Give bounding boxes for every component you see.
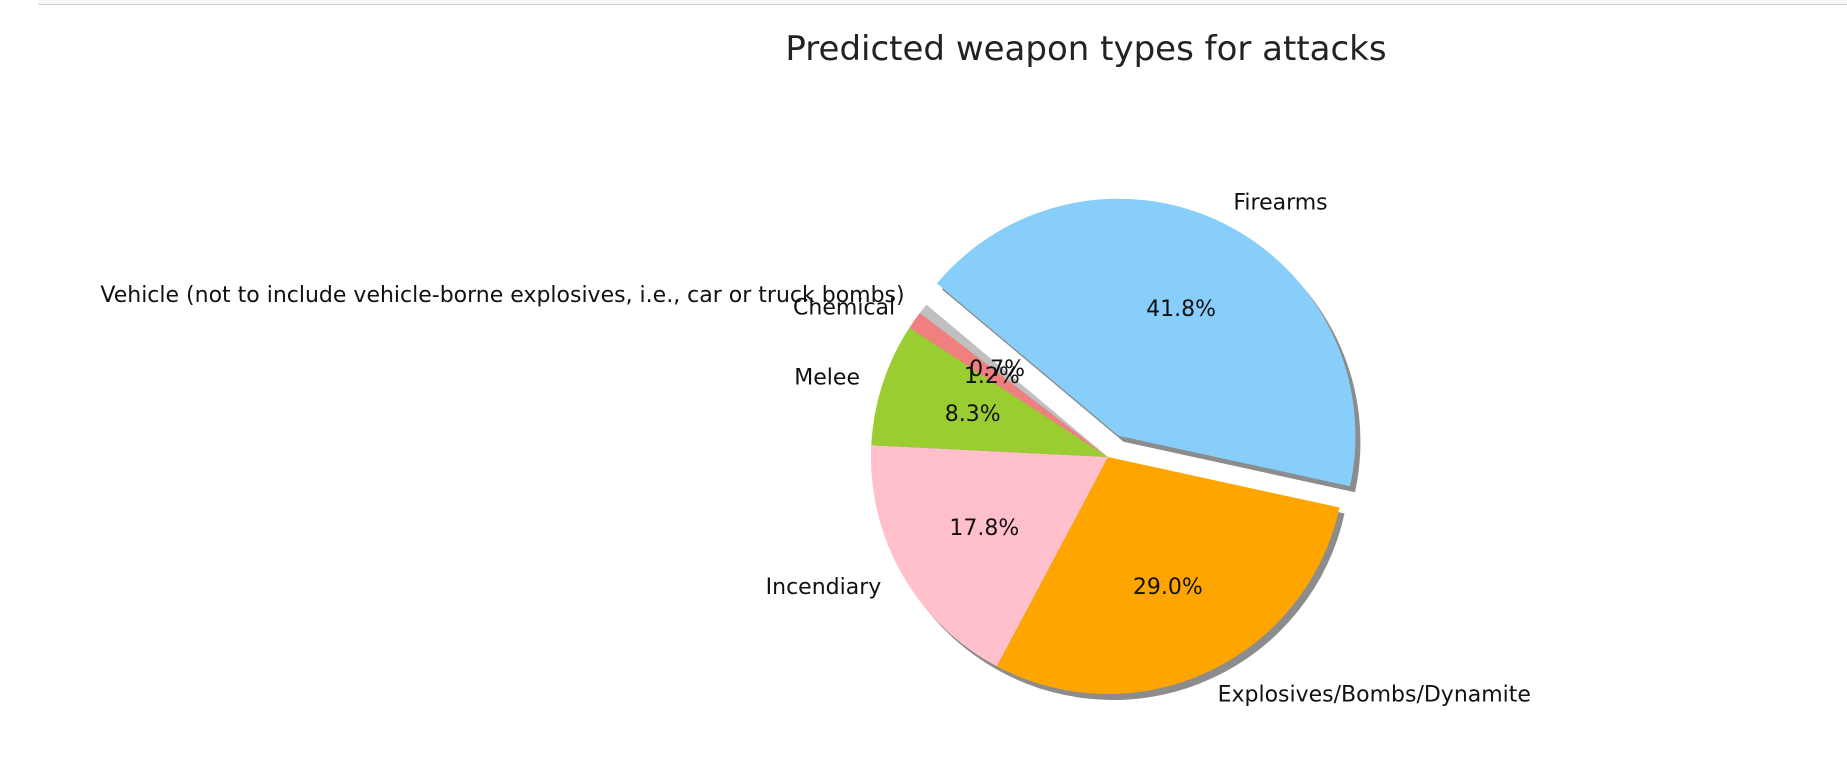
notebook-cell-border: [38, 0, 1847, 5]
chart-title: Predicted weapon types for attacks: [785, 29, 1386, 69]
percentage-labels: 41.8% 29.0% 17.8% 8.3% 1.2%0.7%: [945, 297, 1216, 600]
pct-label-vehicle-not-to-include-vehicle-borne-exp: 0.7%: [969, 357, 1025, 382]
slice-label-incendiary: Incendiary: [766, 575, 882, 600]
pie-slice-firearms: [936, 198, 1356, 487]
pie-slice-chemical: [909, 312, 1108, 457]
pie-slice-melee: [871, 327, 1108, 457]
slice-label-explosives-bombs-dynamite: Explosives/Bombs/Dynamite: [1218, 683, 1531, 708]
pie-slice-incendiary: [871, 445, 1108, 667]
pct-label-melee: 8.3%: [945, 402, 1001, 427]
pct-label-incendiary: 17.8%: [949, 516, 1019, 541]
pct-label-firearms: 41.8%: [1146, 297, 1216, 322]
slice-labels: Firearms Explosives/Bombs/Dynamite Incendi…: [100, 191, 1531, 708]
pct-label-explosives-bombs-dynamite: 29.0%: [1133, 575, 1203, 600]
pie-slice-vehicle-not-to-include-vehicle-borne-exp: [919, 304, 1108, 457]
slice-label-melee: Melee: [794, 366, 860, 391]
slice-label-chemical: Chemical: [793, 295, 895, 320]
pct-label-chemical: 1.2%: [964, 364, 1020, 389]
pie-slices: [871, 198, 1356, 694]
slice-label-vehicle-not-to-include-vehicle-borne-exp: Vehicle (not to include vehicle-borne ex…: [100, 283, 904, 308]
slice-label-firearms: Firearms: [1233, 191, 1327, 216]
pie-slice-explosives-bombs-dynamite: [996, 457, 1340, 694]
